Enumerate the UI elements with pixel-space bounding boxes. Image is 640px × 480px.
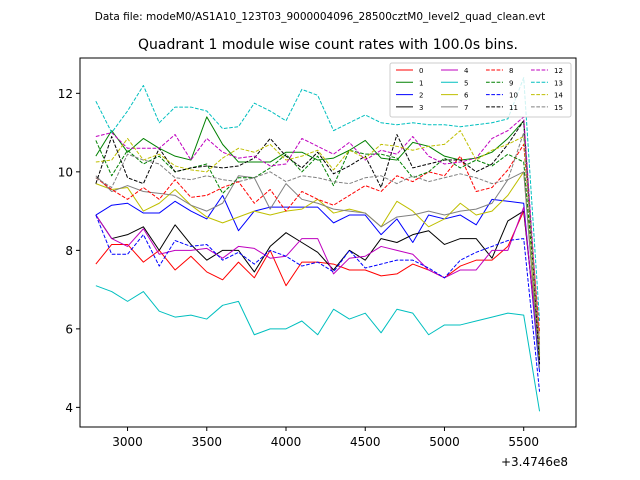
legend-label-5: 5	[464, 79, 468, 87]
legend-label-4: 4	[464, 67, 469, 75]
x-tick-label: 3500	[191, 435, 222, 449]
legend-label-15: 15	[554, 104, 563, 112]
x-tick-label: 4000	[271, 435, 302, 449]
x-tick-label: 4500	[350, 435, 381, 449]
legend-label-8: 8	[509, 67, 513, 75]
series-line-9	[95, 140, 541, 341]
legend-label-2: 2	[419, 92, 423, 100]
series-line-12	[95, 116, 541, 345]
x-tick-label: 5000	[429, 435, 460, 449]
y-tick-label: 12	[58, 87, 73, 101]
legend-label-13: 13	[554, 79, 563, 87]
series-line-10	[95, 214, 541, 392]
series-line-4	[95, 206, 541, 365]
legend-box	[389, 62, 572, 118]
legend-label-1: 1	[419, 79, 423, 87]
legend-label-10: 10	[509, 92, 518, 100]
legend-label-3: 3	[419, 104, 423, 112]
series-line-2	[95, 194, 541, 373]
series-line-14	[95, 130, 541, 345]
series-line-13	[95, 77, 541, 322]
x-offset-label: +3.4746e8	[501, 455, 568, 469]
legend-label-7: 7	[464, 104, 468, 112]
series-layer	[95, 77, 541, 412]
x-tick-label: 3000	[112, 435, 143, 449]
axis-ticks: 3000 3500 4000 4500 5000 5500 4 6 8 10 12	[58, 87, 539, 449]
legend-label-9: 9	[509, 79, 513, 87]
chart-suptitle: Data file: modeM0/AS1A10_123T03_90000040…	[95, 11, 546, 23]
chart-title: Quadrant 1 module wise count rates with …	[138, 37, 518, 53]
x-tick-label: 5500	[508, 435, 539, 449]
legend-label-0: 0	[419, 67, 423, 75]
series-line-8	[95, 143, 541, 333]
series-line-5	[95, 285, 541, 412]
y-tick-label: 10	[58, 165, 73, 179]
series-line-11	[95, 120, 541, 365]
legend-label-6: 6	[464, 92, 469, 100]
y-tick-label: 6	[65, 322, 73, 336]
series-line-3	[95, 210, 541, 361]
series-line-1	[95, 116, 541, 353]
plot-area-frame	[79, 57, 577, 428]
legend-label-12: 12	[554, 67, 563, 75]
y-tick-label: 8	[65, 244, 73, 258]
series-line-15	[95, 132, 541, 353]
y-tick-label: 4	[65, 401, 73, 415]
legend-label-11: 11	[509, 104, 518, 112]
series-line-7	[95, 171, 541, 369]
legend-label-14: 14	[554, 92, 563, 100]
